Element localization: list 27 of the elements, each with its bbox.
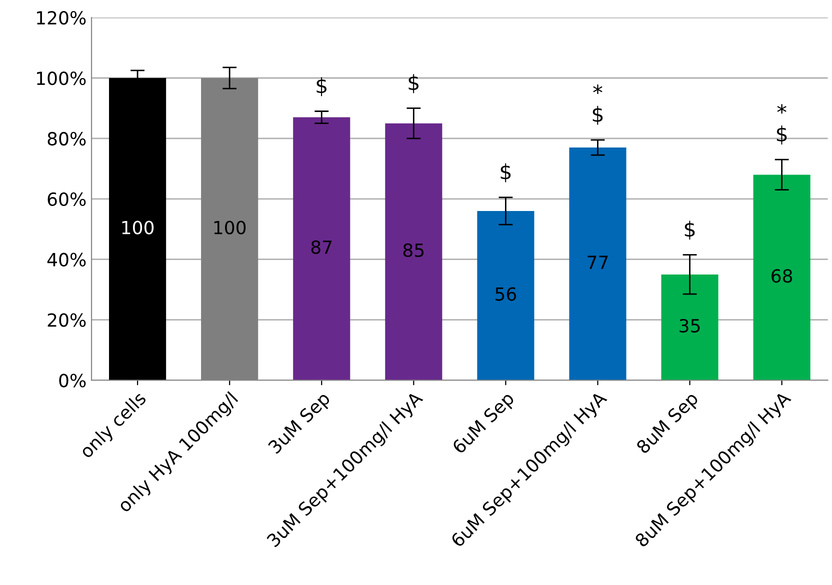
data-label: 100 bbox=[214, 220, 246, 234]
bar bbox=[661, 274, 718, 380]
data-label: 68 bbox=[772, 269, 792, 283]
y-tick-label: 60% bbox=[48, 192, 86, 206]
annotation: $ bbox=[500, 163, 511, 182]
annotation: $ bbox=[316, 77, 327, 96]
annotation: * $ bbox=[776, 104, 787, 144]
y-tick-label: 40% bbox=[47, 252, 86, 266]
data-label: 85 bbox=[403, 243, 424, 258]
data-label: 77 bbox=[588, 256, 608, 269]
y-tick-label: 100% bbox=[37, 71, 86, 86]
bar bbox=[477, 210, 534, 380]
bar bbox=[753, 174, 810, 380]
data-label: 56 bbox=[496, 287, 516, 301]
data-label: 100 bbox=[122, 220, 154, 234]
data-label: 35 bbox=[680, 318, 700, 333]
annotation: * $ bbox=[592, 84, 603, 125]
bar bbox=[385, 123, 442, 380]
bar bbox=[293, 117, 350, 380]
data-label: 87 bbox=[311, 240, 332, 254]
annotation: $ bbox=[684, 220, 695, 240]
bar bbox=[569, 148, 626, 380]
y-tick-label: 80% bbox=[48, 132, 86, 146]
annotation: $ bbox=[408, 74, 419, 94]
y-tick-label: 20% bbox=[48, 313, 86, 327]
y-tick-label: 120% bbox=[37, 11, 86, 25]
y-tick-label: 0% bbox=[59, 374, 86, 388]
